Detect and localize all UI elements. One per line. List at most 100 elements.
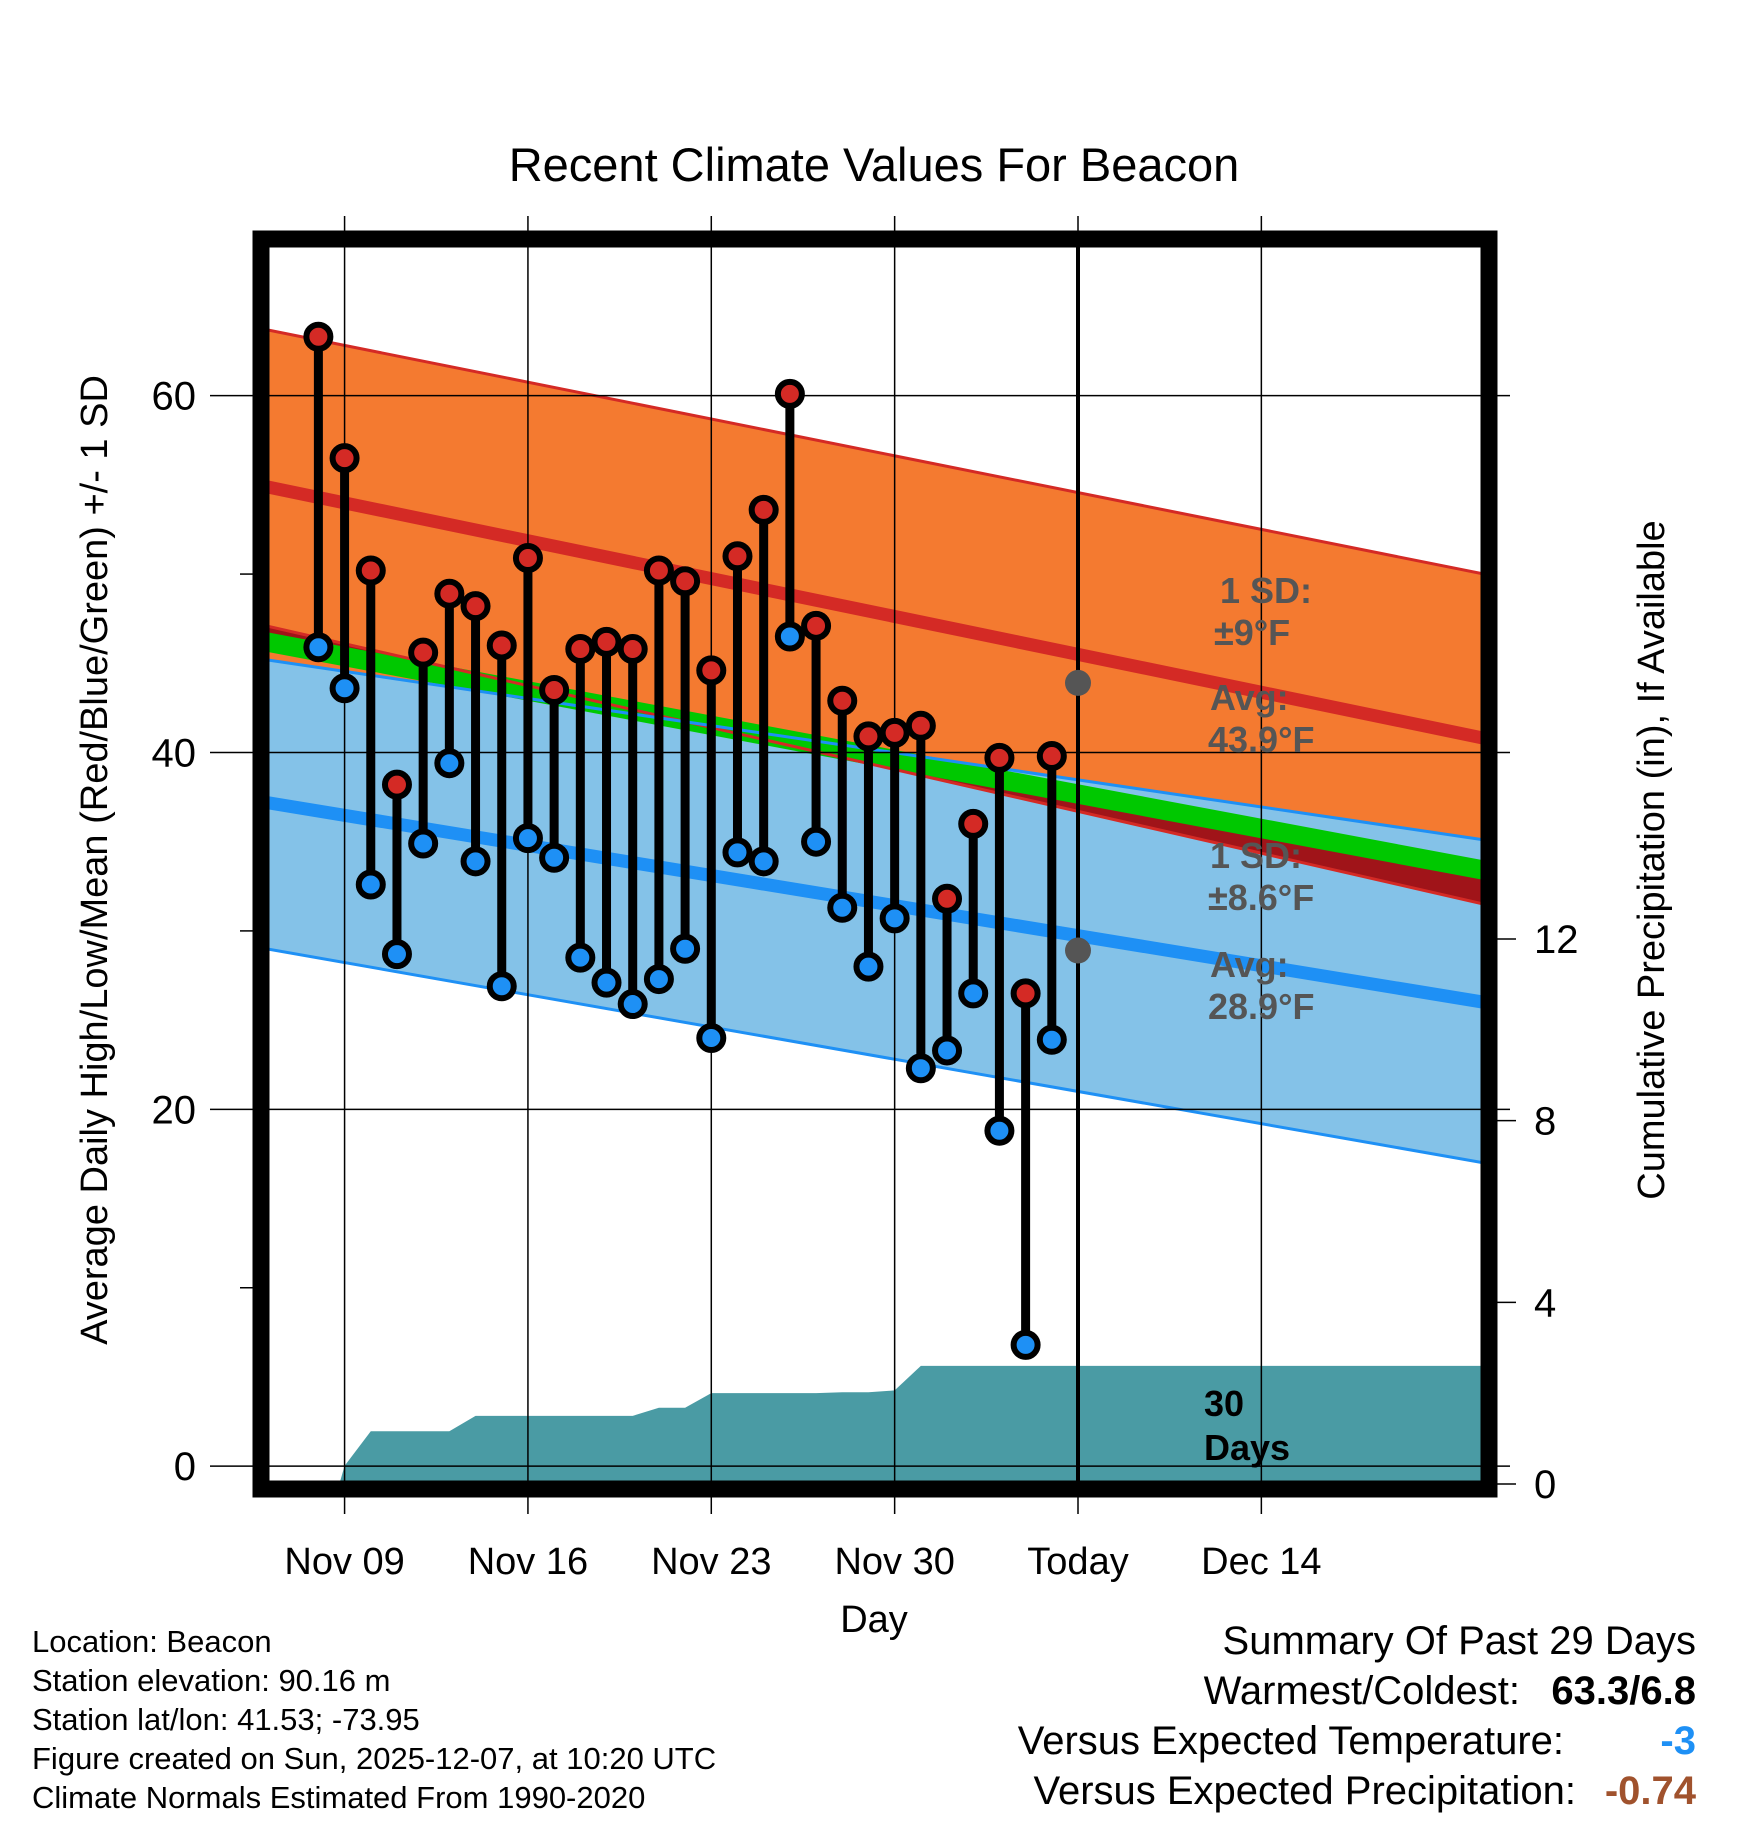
temp-anomaly-value: -3: [1660, 1719, 1696, 1763]
daily-high-point: [565, 634, 596, 665]
daily-high-point: [303, 321, 334, 352]
plot-interior: [266, 328, 1484, 1484]
high-avg-value: 43.9°F: [1208, 719, 1314, 760]
daily-high-point: [355, 555, 386, 586]
y-right-tick-label: 4: [1534, 1281, 1556, 1325]
x-tick-label: Dec 14: [1201, 1541, 1321, 1583]
daily-low-point: [748, 846, 779, 877]
daily-low-point: [408, 828, 439, 859]
location-text: Location: Beacon: [32, 1624, 272, 1659]
daily-high-point: [670, 566, 701, 597]
station-info: Location: Beacon Station elevation: 90.1…: [32, 1622, 716, 1817]
y-axis-title-right: Cumulative Precipitation (in), If Availa…: [1631, 520, 1673, 1199]
daily-high-point: [1010, 978, 1041, 1009]
daily-low-point: [539, 842, 570, 873]
daily-low-point: [591, 967, 622, 998]
warmest-coldest-value: 63.3/6.8: [1551, 1669, 1696, 1713]
x-tick-label: Nov 23: [651, 1541, 771, 1583]
daily-low-point: [696, 1022, 727, 1053]
daily-high-point: [748, 494, 779, 525]
summary-row-temp: Versus Expected Temperature: -3: [1018, 1716, 1696, 1766]
low-average-line: [266, 796, 1484, 1009]
latlon-text: Station lat/lon: 41.53; -73.95: [32, 1702, 420, 1737]
high-minus-sd-line: [266, 624, 1484, 906]
y-right-tick-label: 8: [1534, 1100, 1556, 1144]
high-plus-sd-line: [266, 328, 1484, 576]
summary-title: Summary Of Past 29 Days: [1222, 1619, 1696, 1663]
daily-low-point: [303, 632, 334, 663]
temp-anomaly-label: Versus Expected Temperature:: [1017, 1719, 1564, 1763]
daily-low-point: [381, 939, 412, 970]
x-tick-label: Today: [1027, 1541, 1128, 1583]
daily-low-point: [984, 1115, 1015, 1146]
low-sd-value: ±8.6°F: [1208, 877, 1314, 918]
daily-low-point: [958, 978, 989, 1009]
high-sd-value: ±9°F: [1214, 612, 1290, 653]
daily-high-point: [1036, 741, 1067, 772]
precip-anomaly-value: -0.74: [1604, 1769, 1696, 1813]
daily-high-point: [722, 541, 753, 572]
summary-row-precip: Versus Expected Precipitation: -0.74: [1018, 1766, 1696, 1816]
plot-frame: [252, 230, 1498, 1498]
low-avg-label: Avg:: [1210, 944, 1289, 985]
low-avg-value: 28.9°F: [1208, 986, 1314, 1027]
y-left-tick-label: 40: [152, 731, 197, 775]
y-right-tick-label: 12: [1534, 918, 1579, 962]
daily-high-point: [512, 543, 543, 574]
daily-low-point: [329, 673, 360, 704]
daily-high-point: [643, 555, 674, 586]
daily-low-point: [512, 823, 543, 854]
summary-panel: Summary Of Past 29 Days Warmest/Coldest:…: [1018, 1616, 1696, 1816]
created-text: Figure created on Sun, 2025-12-07, at 10…: [32, 1741, 717, 1776]
daily-high-point: [801, 610, 832, 641]
low-sd-label: 1 SD:: [1210, 835, 1302, 876]
daily-low-point: [670, 933, 701, 964]
y-left-tick-label: 0: [174, 1445, 196, 1489]
elevation-text: Station elevation: 90.16 m: [32, 1663, 391, 1698]
daily-high-point: [460, 591, 491, 622]
daily-low-point: [879, 903, 910, 934]
daily-high-point: [932, 883, 963, 914]
warmest-coldest-label: Warmest/Coldest:: [1203, 1669, 1520, 1713]
daily-low-point: [617, 989, 648, 1020]
daily-low-point: [565, 942, 596, 973]
today-low-normal-marker: [1065, 937, 1091, 964]
daily-low-point: [905, 1053, 936, 1084]
daily-low-point: [827, 892, 858, 923]
daily-low-point: [722, 837, 753, 868]
daily-high-point: [617, 634, 648, 665]
daily-high-point: [434, 578, 465, 609]
daily-low-point: [486, 971, 517, 1002]
daily-high-point: [696, 655, 727, 686]
daily-low-point: [643, 964, 674, 995]
daily-high-point: [853, 721, 884, 752]
daily-low-point: [355, 869, 386, 900]
high-sd-label: 1 SD:: [1220, 570, 1312, 611]
y-axis-title-left: Average Daily High/Low/Mean (Red/Blue/Gr…: [74, 375, 116, 1345]
daily-high-point: [879, 717, 910, 748]
high-sd-band: [266, 329, 1484, 840]
today-high-normal-marker: [1065, 669, 1091, 696]
low-minus-sd-line: [266, 947, 1484, 1165]
daily-low-point: [460, 846, 491, 877]
normals-text: Climate Normals Estimated From 1990-2020: [32, 1780, 646, 1815]
daily-high-point: [905, 710, 936, 741]
y-right-tick-label: 0: [1534, 1463, 1556, 1507]
x-tick-label: Nov 16: [468, 1541, 588, 1583]
daily-high-point: [408, 637, 439, 668]
daily-low-point: [853, 951, 884, 982]
window-label-days: Days: [1204, 1427, 1290, 1468]
daily-low-point: [932, 1035, 963, 1066]
daily-high-point: [329, 443, 360, 474]
daily-low-point: [1010, 1329, 1041, 1360]
precip-anomaly-label: Versus Expected Precipitation:: [1033, 1769, 1576, 1813]
summary-row-extremes: Warmest/Coldest: 63.3/6.8: [1018, 1666, 1696, 1716]
daily-high-point: [539, 675, 570, 706]
y-left-tick-label: 20: [152, 1088, 197, 1132]
high-average-line: [266, 480, 1484, 745]
daily-high-point: [774, 378, 805, 409]
x-tick-label: Nov 30: [834, 1541, 954, 1583]
daily-high-point: [486, 630, 517, 661]
daily-high-point: [958, 808, 989, 839]
